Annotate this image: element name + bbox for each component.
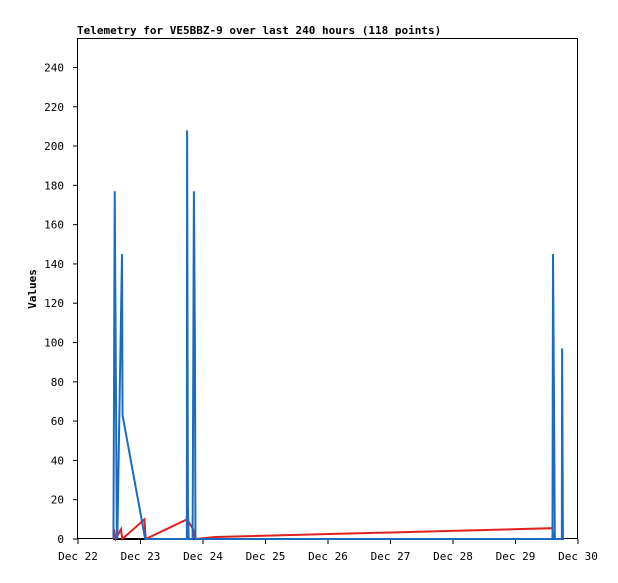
y-tick-label: 200 bbox=[44, 140, 64, 153]
x-tick-label: Dec 29 bbox=[496, 550, 536, 563]
x-tick-label: Dec 28 bbox=[433, 550, 473, 563]
y-tick-label: 160 bbox=[44, 219, 64, 232]
y-tick-label: 120 bbox=[44, 297, 64, 310]
y-tick-label: 20 bbox=[51, 494, 64, 507]
x-tick-label: Dec 26 bbox=[308, 550, 348, 563]
y-tick-label: 220 bbox=[44, 101, 64, 114]
y-tick-label: 80 bbox=[51, 376, 64, 389]
y-tick-label: 60 bbox=[51, 415, 64, 428]
x-tick-label: Dec 23 bbox=[121, 550, 161, 563]
x-tick-label: Dec 24 bbox=[183, 550, 223, 563]
y-tick-label: 100 bbox=[44, 337, 64, 350]
plot-frame bbox=[77, 38, 578, 539]
y-tick-label: 40 bbox=[51, 454, 64, 467]
x-tick-label: Dec 30 bbox=[558, 550, 598, 563]
x-tick-label: Dec 27 bbox=[371, 550, 411, 563]
x-tick-label: Dec 25 bbox=[246, 550, 286, 563]
series-line bbox=[112, 130, 564, 540]
y-tick-label: 240 bbox=[44, 61, 64, 74]
y-tick-label: 0 bbox=[57, 533, 64, 546]
y-tick-label: 140 bbox=[44, 258, 64, 271]
x-tick-label: Dec 22 bbox=[58, 550, 98, 563]
y-axis-label: Values bbox=[26, 269, 39, 309]
y-tick-label: 180 bbox=[44, 179, 64, 192]
series-line bbox=[112, 517, 555, 543]
chart-title: Telemetry for VE5BBZ-9 over last 240 hou… bbox=[77, 24, 441, 37]
